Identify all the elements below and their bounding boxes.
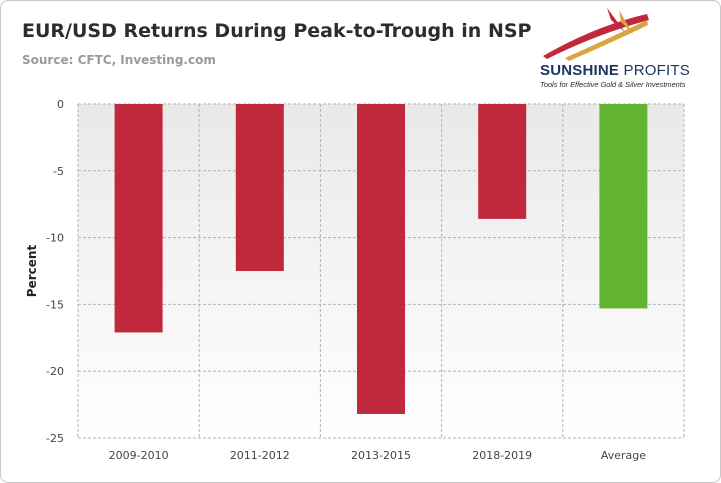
x-tick-label: 2011-2012 — [230, 449, 290, 462]
bar-average — [599, 104, 648, 309]
chart-subtitle: Source: CFTC, Investing.com — [22, 53, 216, 67]
logo-swoosh-red — [543, 14, 649, 59]
logo-tagline: Tools for Effective Gold & Silver Invest… — [540, 80, 686, 89]
logo-name: SUNSHINE PROFITS — [540, 62, 690, 79]
y-tick-label: -20 — [46, 365, 64, 378]
chart-title: EUR/USD Returns During Peak-to-Trough in… — [22, 20, 532, 42]
bar-2009-2010 — [114, 104, 163, 333]
y-tick-label: -25 — [46, 432, 64, 445]
bar-2018-2019 — [478, 104, 527, 219]
y-tick-label: -10 — [46, 232, 64, 245]
bar-2013-2015 — [357, 104, 405, 414]
y-axis-label: Percent — [25, 245, 39, 298]
x-tick-label: 2013-2015 — [351, 449, 411, 462]
logo-sunray-icon — [607, 8, 625, 32]
x-tick-label: 2018-2019 — [472, 449, 532, 462]
x-axis-ticks: 2009-2010 2011-2012 2013-2015 2018-2019 Aver… — [109, 449, 647, 462]
y-tick-label: -15 — [46, 298, 64, 311]
bar-2011-2012 — [235, 104, 284, 271]
x-tick-label: 2009-2010 — [109, 449, 169, 462]
y-tick-label: -5 — [53, 165, 64, 178]
logo-name-part2: PROFITS — [623, 62, 690, 79]
logo-name-part1: SUNSHINE — [540, 62, 620, 79]
sunshine-profits-logo-icon — [543, 8, 649, 61]
bars — [114, 104, 648, 414]
logo-swoosh-gold — [565, 20, 648, 61]
x-tick-label: Average — [601, 449, 646, 462]
y-axis-ticks: 0 -5 -10 -15 -20 -25 — [46, 98, 64, 445]
logo-sunray-gold-icon — [619, 10, 633, 34]
y-tick-label: 0 — [57, 98, 64, 111]
